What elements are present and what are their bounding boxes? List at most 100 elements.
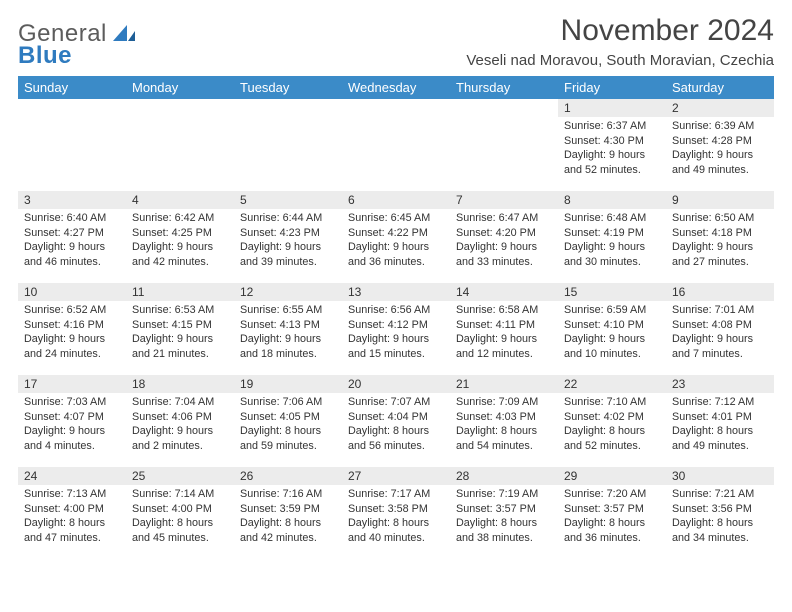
calendar-cell: 23Sunrise: 7:12 AMSunset: 4:01 PMDayligh… xyxy=(666,375,774,467)
calendar-cell: 18Sunrise: 7:04 AMSunset: 4:06 PMDayligh… xyxy=(126,375,234,467)
day-info: Sunrise: 6:48 AMSunset: 4:19 PMDaylight:… xyxy=(558,209,666,273)
calendar-cell: 30Sunrise: 7:21 AMSunset: 3:56 PMDayligh… xyxy=(666,467,774,559)
day-info: Sunrise: 7:06 AMSunset: 4:05 PMDaylight:… xyxy=(234,393,342,457)
calendar-cell: 13Sunrise: 6:56 AMSunset: 4:12 PMDayligh… xyxy=(342,283,450,375)
calendar-cell: 2Sunrise: 6:39 AMSunset: 4:28 PMDaylight… xyxy=(666,99,774,191)
day-info: Sunrise: 7:12 AMSunset: 4:01 PMDaylight:… xyxy=(666,393,774,457)
calendar-cell: 3Sunrise: 6:40 AMSunset: 4:27 PMDaylight… xyxy=(18,191,126,283)
day-info: Sunrise: 7:10 AMSunset: 4:02 PMDaylight:… xyxy=(558,393,666,457)
day-number: 7 xyxy=(450,191,558,209)
calendar-cell: 20Sunrise: 7:07 AMSunset: 4:04 PMDayligh… xyxy=(342,375,450,467)
day-number: 13 xyxy=(342,283,450,301)
calendar-cell: 29Sunrise: 7:20 AMSunset: 3:57 PMDayligh… xyxy=(558,467,666,559)
brand-sail-icon xyxy=(113,25,135,41)
day-number: 9 xyxy=(666,191,774,209)
calendar-cell: 14Sunrise: 6:58 AMSunset: 4:11 PMDayligh… xyxy=(450,283,558,375)
day-info: Sunrise: 7:04 AMSunset: 4:06 PMDaylight:… xyxy=(126,393,234,457)
day-info: Sunrise: 7:07 AMSunset: 4:04 PMDaylight:… xyxy=(342,393,450,457)
title-block: November 2024 Veseli nad Moravou, South … xyxy=(466,14,774,69)
calendar-cell: 21Sunrise: 7:09 AMSunset: 4:03 PMDayligh… xyxy=(450,375,558,467)
day-number: 15 xyxy=(558,283,666,301)
calendar-cell: .. xyxy=(126,99,234,191)
weekday-header: Friday xyxy=(558,76,666,99)
calendar-cell: 12Sunrise: 6:55 AMSunset: 4:13 PMDayligh… xyxy=(234,283,342,375)
calendar-cell: .. xyxy=(342,99,450,191)
calendar-cell: 22Sunrise: 7:10 AMSunset: 4:02 PMDayligh… xyxy=(558,375,666,467)
calendar-cell: 7Sunrise: 6:47 AMSunset: 4:20 PMDaylight… xyxy=(450,191,558,283)
day-info: Sunrise: 6:56 AMSunset: 4:12 PMDaylight:… xyxy=(342,301,450,365)
day-info: Sunrise: 7:13 AMSunset: 4:00 PMDaylight:… xyxy=(18,485,126,549)
calendar-cell: 19Sunrise: 7:06 AMSunset: 4:05 PMDayligh… xyxy=(234,375,342,467)
calendar-row: 24Sunrise: 7:13 AMSunset: 4:00 PMDayligh… xyxy=(18,467,774,559)
weekday-header: Saturday xyxy=(666,76,774,99)
calendar-cell: 15Sunrise: 6:59 AMSunset: 4:10 PMDayligh… xyxy=(558,283,666,375)
calendar-row: 10Sunrise: 6:52 AMSunset: 4:16 PMDayligh… xyxy=(18,283,774,375)
calendar-cell: 5Sunrise: 6:44 AMSunset: 4:23 PMDaylight… xyxy=(234,191,342,283)
day-number: 6 xyxy=(342,191,450,209)
day-info: Sunrise: 6:44 AMSunset: 4:23 PMDaylight:… xyxy=(234,209,342,273)
day-info: Sunrise: 7:09 AMSunset: 4:03 PMDaylight:… xyxy=(450,393,558,457)
day-number: 30 xyxy=(666,467,774,485)
calendar-cell: 9Sunrise: 6:50 AMSunset: 4:18 PMDaylight… xyxy=(666,191,774,283)
day-number: 29 xyxy=(558,467,666,485)
day-number: 28 xyxy=(450,467,558,485)
calendar-cell: 16Sunrise: 7:01 AMSunset: 4:08 PMDayligh… xyxy=(666,283,774,375)
calendar-row: 3Sunrise: 6:40 AMSunset: 4:27 PMDaylight… xyxy=(18,191,774,283)
day-info: Sunrise: 7:03 AMSunset: 4:07 PMDaylight:… xyxy=(18,393,126,457)
calendar-cell: 26Sunrise: 7:16 AMSunset: 3:59 PMDayligh… xyxy=(234,467,342,559)
day-info: Sunrise: 6:50 AMSunset: 4:18 PMDaylight:… xyxy=(666,209,774,273)
day-number: 17 xyxy=(18,375,126,393)
calendar-cell: 8Sunrise: 6:48 AMSunset: 4:19 PMDaylight… xyxy=(558,191,666,283)
calendar-cell: 28Sunrise: 7:19 AMSunset: 3:57 PMDayligh… xyxy=(450,467,558,559)
month-title: November 2024 xyxy=(466,14,774,48)
weekday-header: Thursday xyxy=(450,76,558,99)
day-number: 26 xyxy=(234,467,342,485)
day-info: Sunrise: 7:01 AMSunset: 4:08 PMDaylight:… xyxy=(666,301,774,365)
day-info: Sunrise: 7:20 AMSunset: 3:57 PMDaylight:… xyxy=(558,485,666,549)
day-info: Sunrise: 7:14 AMSunset: 4:00 PMDaylight:… xyxy=(126,485,234,549)
calendar-header: SundayMondayTuesdayWednesdayThursdayFrid… xyxy=(18,76,774,99)
day-number: 27 xyxy=(342,467,450,485)
calendar-cell: .. xyxy=(234,99,342,191)
day-number: 8 xyxy=(558,191,666,209)
day-info: Sunrise: 7:16 AMSunset: 3:59 PMDaylight:… xyxy=(234,485,342,549)
day-number: 5 xyxy=(234,191,342,209)
weekday-header: Sunday xyxy=(18,76,126,99)
day-info: Sunrise: 6:55 AMSunset: 4:13 PMDaylight:… xyxy=(234,301,342,365)
day-info: Sunrise: 6:58 AMSunset: 4:11 PMDaylight:… xyxy=(450,301,558,365)
day-number: 3 xyxy=(18,191,126,209)
weekday-header: Monday xyxy=(126,76,234,99)
day-number: 1 xyxy=(558,99,666,117)
day-number: 16 xyxy=(666,283,774,301)
calendar-cell: 6Sunrise: 6:45 AMSunset: 4:22 PMDaylight… xyxy=(342,191,450,283)
day-info: Sunrise: 6:40 AMSunset: 4:27 PMDaylight:… xyxy=(18,209,126,273)
weekday-header: Tuesday xyxy=(234,76,342,99)
calendar-row: ..........1Sunrise: 6:37 AMSunset: 4:30 … xyxy=(18,99,774,191)
day-number: 21 xyxy=(450,375,558,393)
day-number: 10 xyxy=(18,283,126,301)
day-info: Sunrise: 6:59 AMSunset: 4:10 PMDaylight:… xyxy=(558,301,666,365)
day-info: Sunrise: 6:53 AMSunset: 4:15 PMDaylight:… xyxy=(126,301,234,365)
day-info: Sunrise: 6:45 AMSunset: 4:22 PMDaylight:… xyxy=(342,209,450,273)
day-number: 25 xyxy=(126,467,234,485)
brand-logo: General Blue xyxy=(18,14,135,70)
day-number: 24 xyxy=(18,467,126,485)
calendar-cell: 17Sunrise: 7:03 AMSunset: 4:07 PMDayligh… xyxy=(18,375,126,467)
calendar-row: 17Sunrise: 7:03 AMSunset: 4:07 PMDayligh… xyxy=(18,375,774,467)
day-number: 2 xyxy=(666,99,774,117)
calendar-cell: 4Sunrise: 6:42 AMSunset: 4:25 PMDaylight… xyxy=(126,191,234,283)
day-info: Sunrise: 6:47 AMSunset: 4:20 PMDaylight:… xyxy=(450,209,558,273)
day-number: 20 xyxy=(342,375,450,393)
calendar-cell: 11Sunrise: 6:53 AMSunset: 4:15 PMDayligh… xyxy=(126,283,234,375)
calendar-cell: 27Sunrise: 7:17 AMSunset: 3:58 PMDayligh… xyxy=(342,467,450,559)
day-number: 18 xyxy=(126,375,234,393)
weekday-header: Wednesday xyxy=(342,76,450,99)
day-number: 11 xyxy=(126,283,234,301)
day-number: 14 xyxy=(450,283,558,301)
calendar-cell: .. xyxy=(18,99,126,191)
calendar-cell: 24Sunrise: 7:13 AMSunset: 4:00 PMDayligh… xyxy=(18,467,126,559)
day-number: 23 xyxy=(666,375,774,393)
calendar-cell: 25Sunrise: 7:14 AMSunset: 4:00 PMDayligh… xyxy=(126,467,234,559)
calendar-body: ..........1Sunrise: 6:37 AMSunset: 4:30 … xyxy=(18,99,774,559)
day-number: 19 xyxy=(234,375,342,393)
